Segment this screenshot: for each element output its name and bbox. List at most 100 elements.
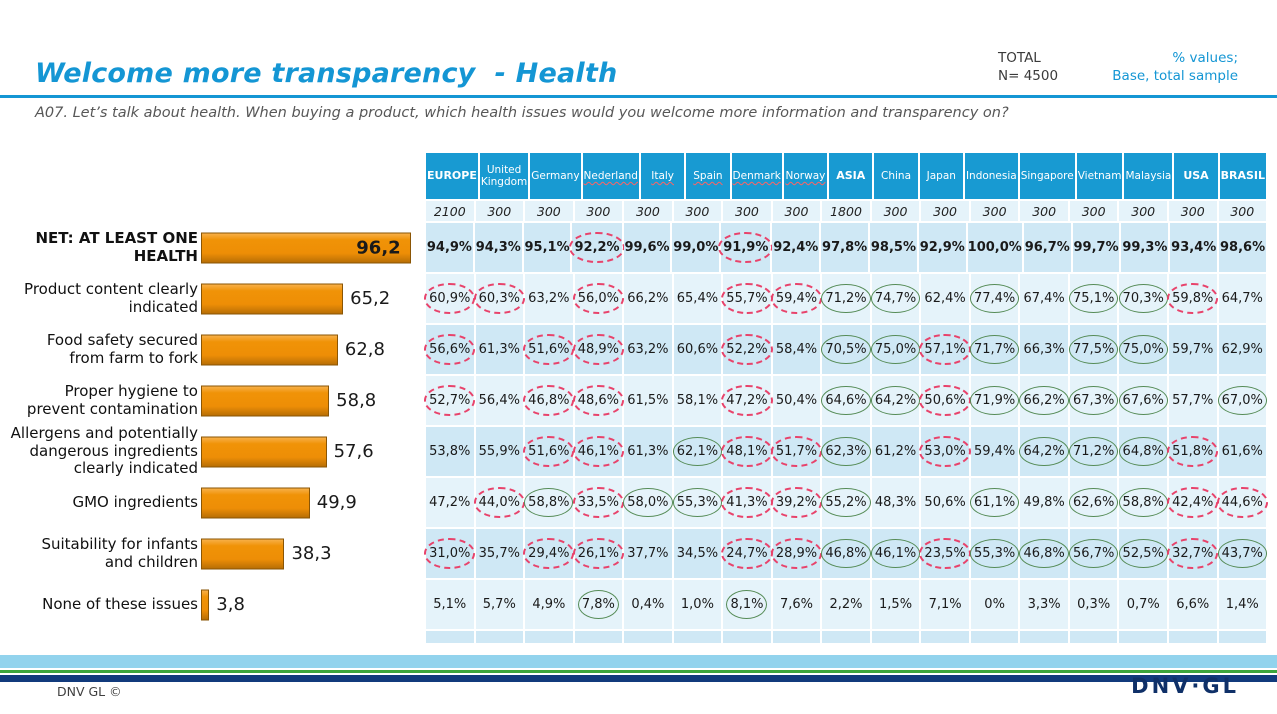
table-cell-indonesia: 61,1% [969, 478, 1020, 527]
table-row: Suitability for infants and children 38,3… [10, 529, 1267, 578]
significantly-lower-ellipse: 41,3% [721, 487, 773, 518]
significantly-higher-ellipse: 75,1% [1069, 284, 1119, 313]
table-cell-germany: 58,8% [524, 478, 574, 527]
significantly-higher-ellipse: 52,5% [1118, 539, 1168, 568]
bar-zone: 57,6 [200, 427, 424, 476]
page-title: Welcome more transparency - Health [35, 58, 618, 89]
significantly-lower-ellipse: 51,8% [1167, 436, 1219, 467]
significantly-higher-ellipse: 71,2% [1069, 437, 1119, 466]
table-row: None of these issues 3,8 5,1% 5,7% 4,9% 7,8% 0… [10, 580, 1267, 629]
table-cell-vietnam: 0,3% [1069, 580, 1118, 629]
significantly-lower-ellipse: 48,9% [572, 334, 625, 365]
tail-cell [1119, 631, 1167, 643]
column-header-indonesia: Indonesia [964, 153, 1018, 199]
table-cell-malaysia: 0,7% [1119, 580, 1167, 629]
table-cell-united-kingdom: 55,9% [475, 427, 524, 476]
tail-cell [574, 631, 623, 643]
base-n-spain: 300 [673, 201, 722, 221]
table-cell-spain: 60,6% [673, 325, 722, 374]
table-cell-norway: 50,4% [772, 376, 821, 425]
tail-cell [921, 631, 969, 643]
table-cell-nederland: 92,2% [569, 223, 625, 272]
table-cell-brasil: 1,4% [1218, 580, 1267, 629]
significantly-lower-ellipse: 55,7% [721, 283, 773, 314]
significantly-higher-ellipse: 62,1% [672, 437, 723, 466]
bar-value: 58,8 [336, 390, 377, 411]
table-cell-germany: 63,2% [525, 274, 573, 323]
row-label-net-at-least-one-health: NET: AT LEAST ONE HEALTH [35, 228, 198, 265]
table-cell-china: 64,2% [870, 376, 921, 425]
table-cell-nederland: 26,1% [572, 529, 625, 578]
table-cell-malaysia: 75,0% [1118, 325, 1168, 374]
significantly-higher-ellipse: 43,7% [1217, 539, 1267, 568]
significantly-higher-ellipse: 58,8% [524, 488, 574, 517]
base-n-norway: 300 [772, 201, 821, 221]
significantly-higher-ellipse: 62,3% [821, 437, 871, 466]
significantly-lower-ellipse: 60,9% [424, 283, 476, 314]
bar-proper-hygiene-to-prevent-cont: 58,8 [201, 385, 376, 416]
tail-cell [673, 631, 722, 643]
table-cell-spain: 55,3% [672, 478, 723, 527]
table-cell-usa: 59,7% [1168, 325, 1217, 374]
bar-zone: 3,8 [200, 580, 424, 629]
table-cell-vietnam: 67,3% [1069, 376, 1119, 425]
base-n-italy: 300 [624, 201, 672, 221]
table-cell-nederland: 46,1% [572, 427, 625, 476]
table-cell-singapore: 64,2% [1019, 427, 1069, 476]
table-cell-germany: 46,8% [523, 376, 575, 425]
significantly-higher-ellipse: 70,3% [1118, 284, 1168, 313]
header-spacer-labels [10, 153, 198, 199]
significantly-lower-ellipse: 44,0% [473, 487, 525, 518]
sample-info: TOTAL N= 4500 % values; Base, total samp… [998, 50, 1238, 85]
significantly-lower-ellipse: 56,6% [424, 334, 476, 365]
significantly-lower-ellipse: 33,5% [572, 487, 625, 518]
column-header-china: China [874, 153, 918, 199]
base-n-brasil: 300 [1218, 201, 1267, 221]
table-cell-indonesia: 0% [970, 580, 1019, 629]
table-cell-italy: 61,3% [624, 427, 672, 476]
row-label-proper-hygiene-to-prevent-cont: Proper hygiene to prevent contamination [26, 381, 198, 418]
bar-value: 96,2 [356, 237, 401, 258]
table-cell-china: 48,3% [871, 478, 920, 527]
significantly-lower-ellipse: 39,2% [770, 487, 823, 518]
tail-cell [822, 631, 870, 643]
row-label-gmo-ingredients: GMO ingredients [72, 492, 198, 511]
significantly-lower-ellipse: 91,9% [718, 232, 774, 263]
table-cell-norway: 92,4% [772, 223, 820, 272]
table-row: Allergens and potentially dangerous ingr… [10, 424, 1267, 477]
column-header-japan: Japan [919, 153, 963, 199]
table-cell-denmark: 8,1% [723, 580, 771, 629]
table-cell-japan: 62,4% [921, 274, 969, 323]
base-n-denmark: 300 [723, 201, 771, 221]
table-cell-europe: 5,1% [426, 580, 474, 629]
significantly-higher-ellipse: 67,3% [1069, 386, 1119, 415]
table-cell-united-kingdom: 35,7% [475, 529, 524, 578]
table-cell-brasil: 64,7% [1218, 274, 1267, 323]
table-cell-germany: 29,4% [523, 529, 575, 578]
base-n-united-kingdom: 300 [475, 201, 524, 221]
column-header-vietnam: Vietnam [1076, 153, 1123, 199]
table-cell-vietnam: 71,2% [1069, 427, 1119, 476]
table-cell-indonesia: 77,4% [969, 274, 1020, 323]
table-cell-united-kingdom: 94,3% [474, 223, 522, 272]
table-cell-singapore: 49,8% [1020, 478, 1068, 527]
table-cell-asia: 71,2% [821, 274, 871, 323]
table-cell-usa: 42,4% [1167, 478, 1219, 527]
column-header-brasil: BRASIL [1219, 153, 1267, 199]
total-label: TOTAL [998, 50, 1041, 66]
table-row: Proper hygiene to prevent contamination 5… [10, 376, 1267, 425]
tail-cell [1168, 631, 1217, 643]
significantly-higher-ellipse: 58,8% [1118, 488, 1168, 517]
table-cell-norway: 28,9% [770, 529, 823, 578]
n-spacer-bars [200, 201, 424, 221]
significantly-lower-ellipse: 59,8% [1167, 283, 1219, 314]
header-spacer-bars [200, 153, 424, 199]
table-cell-spain: 62,1% [672, 427, 723, 476]
significantly-higher-ellipse: 74,7% [870, 284, 921, 313]
significantly-lower-ellipse: 51,6% [523, 436, 575, 467]
significantly-higher-ellipse: 64,6% [821, 386, 871, 415]
column-header-asia: ASIA [829, 153, 873, 199]
significantly-lower-ellipse: 60,3% [473, 283, 525, 314]
significantly-higher-ellipse: 61,1% [969, 488, 1020, 517]
tail-spacer-bars [200, 631, 424, 643]
